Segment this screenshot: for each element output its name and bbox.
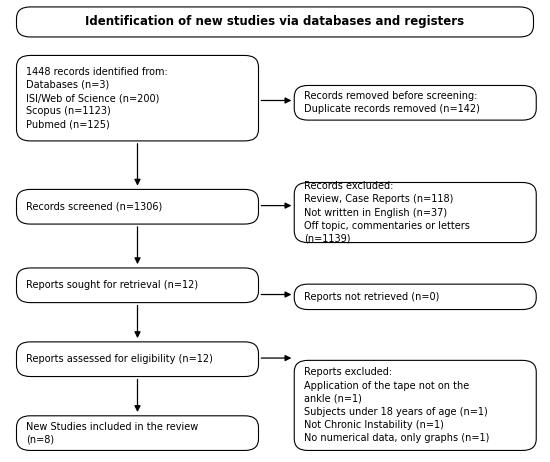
FancyBboxPatch shape <box>294 284 536 310</box>
Text: Records excluded:
Review, Case Reports (n=118)
Not written in English (n=37)
Off: Records excluded: Review, Case Reports (… <box>304 181 470 244</box>
FancyBboxPatch shape <box>16 7 534 37</box>
Text: Records removed before screening:
Duplicate records removed (n=142): Records removed before screening: Duplic… <box>304 91 480 115</box>
FancyBboxPatch shape <box>294 182 536 243</box>
FancyBboxPatch shape <box>294 360 536 450</box>
Text: New Studies included in the review
(n=8): New Studies included in the review (n=8) <box>26 421 199 445</box>
Text: Reports not retrieved (n=0): Reports not retrieved (n=0) <box>304 292 439 302</box>
FancyBboxPatch shape <box>16 268 258 303</box>
FancyBboxPatch shape <box>294 85 536 120</box>
FancyBboxPatch shape <box>16 189 258 224</box>
Text: 1448 records identified from:
Databases (n=3)
ISI/Web of Science (n=200)
Scopus : 1448 records identified from: Databases … <box>26 67 168 129</box>
Text: Reports excluded:
Application of the tape not on the
ankle (n=1)
Subjects under : Reports excluded: Application of the tap… <box>304 367 490 444</box>
Text: Records screened (n=1306): Records screened (n=1306) <box>26 202 163 212</box>
Text: Identification of new studies via databases and registers: Identification of new studies via databa… <box>85 15 465 29</box>
Text: Reports sought for retrieval (n=12): Reports sought for retrieval (n=12) <box>26 280 199 290</box>
FancyBboxPatch shape <box>16 342 258 377</box>
FancyBboxPatch shape <box>16 55 258 141</box>
FancyBboxPatch shape <box>16 416 258 450</box>
Text: Reports assessed for eligibility (n=12): Reports assessed for eligibility (n=12) <box>26 354 213 364</box>
